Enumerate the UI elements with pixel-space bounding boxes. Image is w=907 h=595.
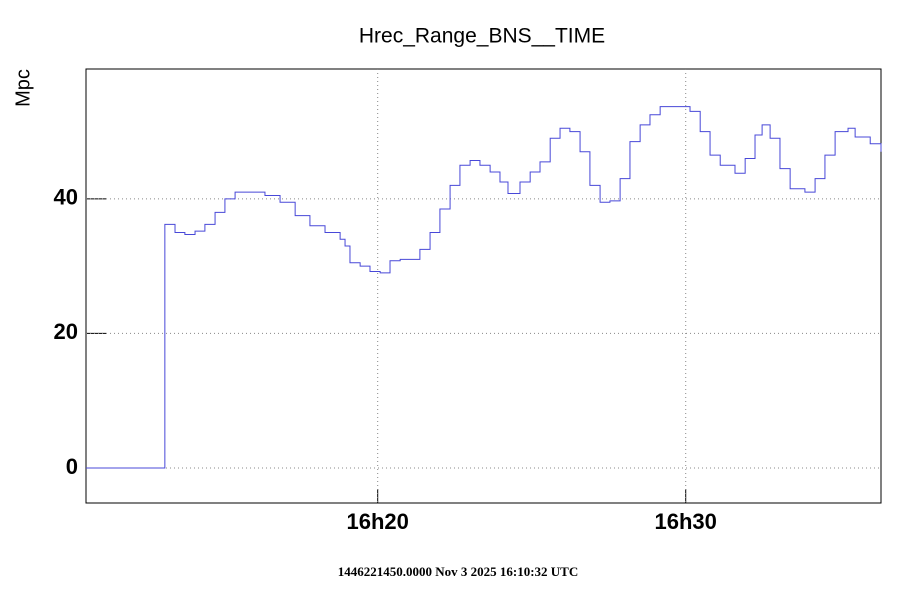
plot-frame (85, 68, 882, 504)
data-line (86, 106, 882, 469)
y-tick-label: 0 (66, 454, 78, 479)
y-tick-label: 40 (54, 185, 78, 210)
x-tick-label: 16h30 (655, 509, 717, 534)
y-axis-label: Mpc (12, 69, 34, 107)
y-tick-label: 20 (54, 319, 78, 344)
footer: 1446221450.0000 Nov 3 2025 16:10:32 UTC (338, 564, 579, 579)
x-tick-label: 16h20 (346, 509, 408, 534)
chart-title: Hrec_Range_BNS__TIME (359, 25, 605, 48)
